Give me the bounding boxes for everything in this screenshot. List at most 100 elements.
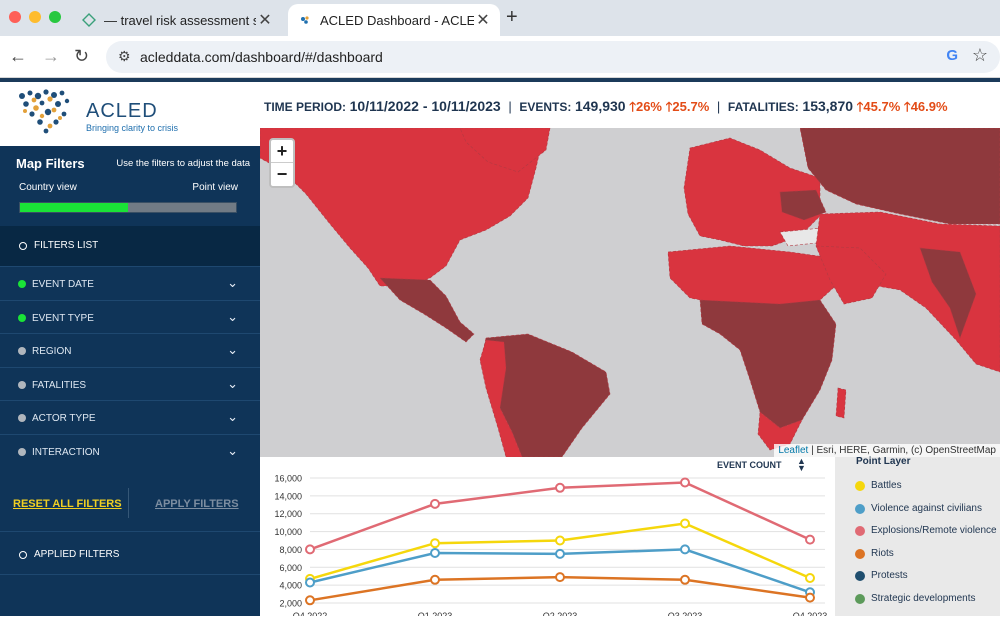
legend-label: Explosions/Remote violence	[871, 525, 997, 537]
site-settings-icon[interactable]: ⚙	[118, 48, 131, 64]
chevron-down-icon[interactable]: ⌄	[227, 375, 238, 391]
legend-color-dot	[855, 526, 865, 537]
logo-area[interactable]: ACLED Bringing clarity to crisis	[0, 78, 260, 146]
status-dot-icon	[18, 380, 26, 389]
applied-filters-header[interactable]: APPLIED FILTERS	[0, 531, 260, 575]
y-tick-label: 2,000	[279, 599, 302, 609]
data-point	[805, 534, 815, 545]
event-count-label[interactable]: EVENT COUNT	[717, 460, 782, 470]
filter-row-actor-type[interactable]: ACTOR TYPE ⌄	[0, 400, 260, 434]
status-dot-icon	[18, 414, 26, 423]
reset-all-filters-button[interactable]: RESET ALL FILTERS	[13, 498, 122, 510]
url-text[interactable]: acleddata.com/dashboard/#/dashboard	[140, 49, 383, 65]
filter-row-event-type[interactable]: EVENT TYPE ⌄	[0, 299, 260, 334]
country-view-label[interactable]: Country view	[19, 182, 77, 193]
check-circle-icon	[19, 242, 27, 250]
map-region-central-africa	[699, 299, 837, 429]
back-arrow-icon[interactable]: ←	[9, 46, 27, 66]
google-lens-icon[interactable]: G	[946, 47, 958, 64]
legend-color-dot	[855, 481, 865, 491]
fatalities-change-1: 45.7%	[863, 99, 901, 114]
acled-map-logo-icon	[19, 89, 70, 134]
map-region-south-america	[481, 333, 611, 457]
forward-arrow-icon[interactable]: →	[42, 46, 60, 66]
filters-list-header[interactable]: FILTERS LIST	[0, 226, 260, 266]
point-view-label[interactable]: Point view	[192, 182, 238, 193]
leaflet-link[interactable]: Leaflet	[778, 445, 809, 456]
x-tick-label: Q2 2023	[543, 611, 578, 616]
y-tick-label: 8,000	[279, 545, 302, 555]
data-point	[430, 548, 440, 558]
minimize-window-button[interactable]	[29, 11, 41, 23]
map-region-madagascar	[835, 387, 847, 419]
legend-label: Violence against civilians	[871, 502, 982, 514]
chevron-down-icon[interactable]: ⌄	[227, 308, 238, 324]
zoom-window-button[interactable]	[49, 11, 61, 23]
filter-row-event-date[interactable]: EVENT DATE ⌄	[0, 266, 260, 300]
y-tick-label: 12,000	[274, 509, 302, 519]
tab-title: ACLED Dashboard - ACLED	[320, 12, 474, 28]
events-change-2: 25.7%	[672, 99, 710, 114]
apply-filters-button[interactable]: APPLY FILTERS	[155, 498, 239, 510]
close-window-button[interactable]	[9, 11, 21, 23]
map-region-middle-east	[815, 245, 887, 305]
map-region-greenland	[459, 128, 551, 173]
fatalities-change-2: 46.9%	[910, 99, 948, 114]
logo-tagline: Bringing clarity to crisis	[86, 123, 179, 133]
fatalities-label: FATALITIES:	[727, 100, 799, 114]
map-attribution: Leaflet | Esri, HERE, Garmin, (c) OpenSt…	[774, 444, 1000, 457]
omnibox[interactable]: ⚙ acleddata.com/dashboard/#/dashboard G …	[106, 41, 1000, 73]
new-tab-button[interactable]: +	[506, 6, 518, 28]
zoom-in-button[interactable]: +	[271, 140, 293, 163]
applied-filters-label: APPLIED FILTERS	[34, 549, 120, 560]
filters-sidebar: ACLED Bringing clarity to crisis Map Fil…	[0, 78, 260, 616]
y-tick-label: 10,000	[274, 527, 302, 537]
reload-icon[interactable]: ↻	[74, 46, 90, 66]
data-point	[680, 544, 690, 555]
tab-travel-risk[interactable]: — travel risk assessment sof ✕	[74, 4, 282, 36]
filter-row-interaction[interactable]: INTERACTION ⌄	[0, 434, 260, 468]
events-label: EVENTS:	[519, 100, 572, 114]
data-point	[305, 544, 315, 555]
summary-stats-line: TIME PERIOD: 10/11/2022 - 10/11/2023 | E…	[264, 98, 948, 120]
world-map[interactable]: + − Leaflet | Esri, HERE, Garmin, (c) Op…	[260, 128, 1000, 457]
chevron-down-icon[interactable]: ⌄	[227, 443, 238, 458]
filter-row-region[interactable]: REGION ⌄	[0, 333, 260, 367]
sort-icon[interactable]: ▲ ▼	[797, 456, 806, 473]
y-tick-label: 6,000	[279, 563, 302, 573]
filter-row-fatalities[interactable]: FATALITIES ⌄	[0, 366, 260, 401]
chevron-down-icon[interactable]: ⌄	[227, 342, 238, 358]
map-region-andes	[479, 339, 523, 457]
data-point	[805, 592, 815, 603]
legend-color-dot	[855, 594, 865, 604]
status-dot-icon	[18, 313, 26, 322]
close-icon[interactable]: ✕	[258, 12, 272, 29]
x-tick-label: Q4 2023	[793, 611, 828, 616]
tab-title: — travel risk assessment sof	[104, 12, 256, 28]
chevron-down-icon[interactable]: ⌄	[227, 275, 238, 290]
filter-label: FATALITIES	[32, 379, 87, 391]
data-point	[430, 574, 440, 585]
legend-color-dot	[855, 503, 865, 514]
events-value: 149,930	[574, 98, 626, 114]
map-region-south-asia	[919, 247, 977, 339]
chevron-down-icon[interactable]: ⌄	[227, 409, 238, 425]
events-change-1: 26%	[635, 99, 662, 114]
line-chart-svg: 16,000 14,000 12,000 10,000 8,000 6,000 4,000 2…	[274, 474, 828, 621]
logo-wordmark: ACLED	[86, 100, 158, 122]
status-dot-icon	[18, 280, 26, 288]
legend-label: Protests	[871, 570, 908, 582]
tab-acled-dashboard[interactable]: ACLED Dashboard - ACLED ✕	[288, 4, 500, 36]
filter-label: REGION	[32, 346, 72, 358]
y-tick-label: 4,000	[279, 581, 302, 591]
chart-panel: 16,000 14,000 12,000 10,000 8,000 6,000 4,000 2…	[260, 456, 1000, 621]
zoom-out-button[interactable]: −	[276, 164, 288, 184]
choropleth-map-layer[interactable]	[260, 128, 1000, 457]
bookmark-star-icon[interactable]: ☆	[971, 45, 988, 65]
data-point	[305, 595, 315, 606]
data-point	[555, 548, 565, 559]
close-icon[interactable]: ✕	[476, 12, 490, 29]
status-dot-icon	[18, 347, 26, 356]
arrow-up-icon: 🡑	[629, 99, 636, 114]
view-slider[interactable]	[19, 202, 237, 213]
